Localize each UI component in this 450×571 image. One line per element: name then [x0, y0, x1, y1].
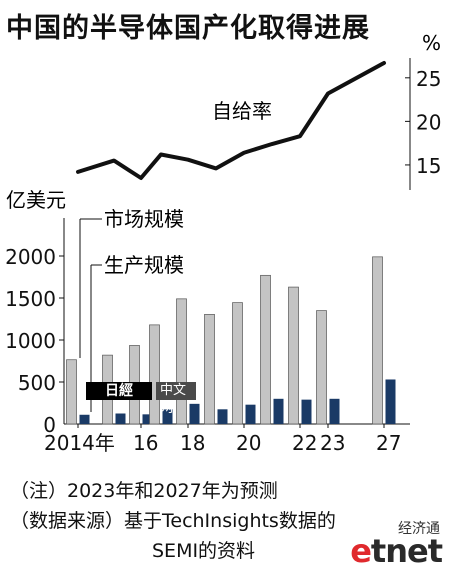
market-bar	[232, 302, 243, 425]
etnet-logo: 经济通 etnet	[332, 516, 450, 571]
production-bar	[217, 409, 228, 424]
market-bar	[176, 298, 187, 425]
production-bar	[329, 398, 340, 424]
right-tick-label: 25	[416, 67, 441, 91]
nikkei-logo: 日經	[86, 382, 152, 400]
left-axis-unit: 亿美元	[6, 188, 66, 212]
left-tick-label: 500	[18, 371, 56, 395]
left-tick-label: 1500	[5, 287, 56, 311]
market-bar	[316, 310, 327, 425]
ratio-line	[76, 61, 386, 180]
production-bar	[301, 399, 312, 424]
right-axis-unit: %	[422, 31, 441, 55]
production-series-label: 生产规模	[104, 253, 184, 277]
chart-title: 中国的半导体国产化取得进展	[6, 13, 370, 44]
market-bar	[288, 286, 299, 425]
left-tick-label: 2000	[5, 245, 56, 269]
x-tick-label: 18	[180, 431, 205, 455]
x-tick-label: 2014年	[44, 431, 115, 455]
footnote-forecast: （注）2023年和2027年为预测	[10, 480, 278, 502]
left-tick-label: 1000	[5, 329, 56, 353]
x-tick-label: 20	[236, 431, 261, 455]
production-bar	[79, 414, 90, 424]
left-tick-label: 0	[43, 413, 56, 437]
ratio-line-label: 自给率	[212, 99, 272, 123]
production-bar	[115, 413, 126, 424]
production-bar	[162, 409, 173, 424]
x-tick-label: 22	[292, 431, 317, 455]
production-bar	[245, 404, 256, 424]
market-bar	[204, 314, 215, 425]
market-bar	[66, 359, 77, 425]
x-tick-label: 23	[320, 431, 345, 455]
production-bar	[142, 414, 153, 424]
x-tick-label: 27	[376, 431, 401, 455]
market-bar	[260, 274, 271, 425]
footnote-source: （数据来源）基于TechInsights数据的	[10, 510, 336, 532]
footnote-source-cont: SEMI的资料	[152, 540, 256, 562]
market-bar	[149, 324, 160, 425]
production-bar	[385, 379, 396, 424]
nikkei-chinese-text: 中文网	[156, 382, 196, 416]
production-bar	[273, 398, 284, 424]
production-bar	[189, 403, 200, 424]
market-bar	[372, 256, 383, 425]
right-tick-label: 20	[416, 110, 441, 134]
x-tick-label: 16	[133, 431, 158, 455]
etnet-chinese-name: 经济通	[398, 521, 440, 537]
etnet-wordmark: etnet	[350, 532, 443, 570]
right-tick-label: 15	[416, 154, 441, 178]
market-series-label: 市场规模	[104, 207, 184, 231]
nikkei-watermark: 日經 中文网	[86, 380, 196, 416]
